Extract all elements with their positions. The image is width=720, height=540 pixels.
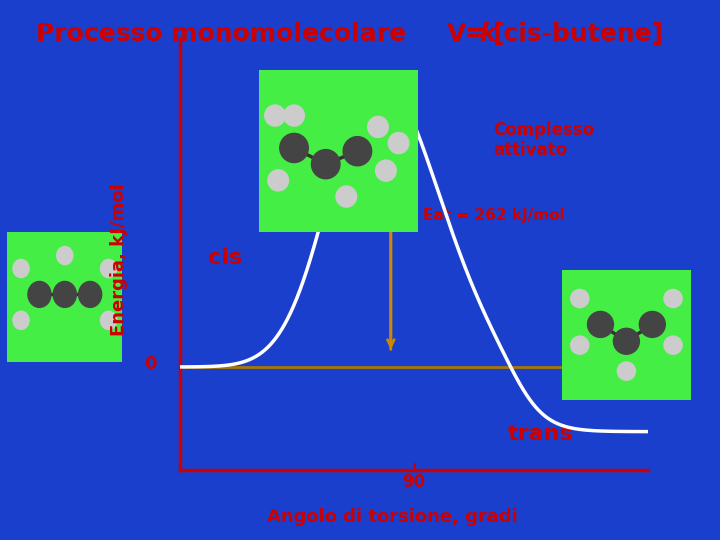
Text: 90: 90 bbox=[402, 474, 426, 491]
Text: Complesso
attivato: Complesso attivato bbox=[494, 120, 595, 159]
Text: V=: V= bbox=[446, 22, 487, 45]
Circle shape bbox=[376, 160, 396, 181]
Circle shape bbox=[639, 312, 665, 338]
Text: Angolo di torsione, gradi: Angolo di torsione, gradi bbox=[267, 509, 518, 526]
Circle shape bbox=[265, 105, 285, 126]
Circle shape bbox=[368, 117, 388, 138]
Circle shape bbox=[336, 186, 356, 207]
Circle shape bbox=[571, 289, 589, 308]
Circle shape bbox=[13, 259, 29, 278]
Text: [cis-butene]: [cis-butene] bbox=[493, 22, 665, 45]
Text: Eat = 262 kJ/mol: Eat = 262 kJ/mol bbox=[423, 208, 565, 223]
Text: Energia, kJ/mol: Energia, kJ/mol bbox=[110, 183, 128, 335]
Circle shape bbox=[78, 281, 102, 307]
Circle shape bbox=[101, 311, 117, 329]
Circle shape bbox=[13, 311, 29, 329]
Circle shape bbox=[343, 137, 372, 166]
Circle shape bbox=[101, 259, 117, 278]
Circle shape bbox=[617, 362, 636, 380]
Circle shape bbox=[312, 150, 340, 179]
Circle shape bbox=[53, 281, 76, 307]
Text: Processo monomolecolare: Processo monomolecolare bbox=[36, 22, 406, 45]
Text: cis: cis bbox=[208, 248, 242, 268]
Circle shape bbox=[571, 336, 589, 354]
Circle shape bbox=[28, 281, 51, 307]
Circle shape bbox=[613, 328, 639, 354]
Circle shape bbox=[268, 170, 289, 191]
Circle shape bbox=[664, 289, 682, 308]
Circle shape bbox=[664, 336, 682, 354]
Circle shape bbox=[588, 312, 613, 338]
Text: trans: trans bbox=[508, 424, 573, 444]
Circle shape bbox=[388, 133, 409, 154]
Text: 0: 0 bbox=[144, 355, 157, 373]
Text: k: k bbox=[479, 22, 495, 45]
Circle shape bbox=[57, 246, 73, 265]
Circle shape bbox=[280, 133, 308, 163]
Circle shape bbox=[284, 105, 305, 126]
